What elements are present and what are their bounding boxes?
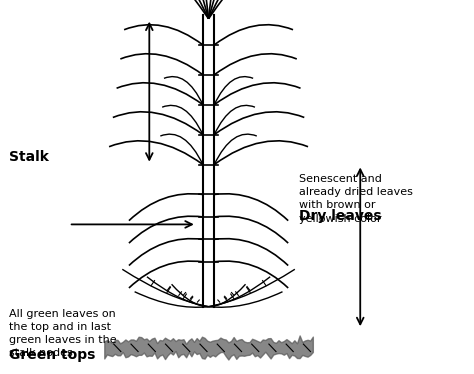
Text: Dry leaves: Dry leaves [299, 209, 381, 223]
Text: Stalk: Stalk [9, 150, 49, 164]
Text: Green tops: Green tops [9, 348, 96, 362]
Text: All green leaves on
the top and in last
green leaves in the
stalk nodes: All green leaves on the top and in last … [9, 309, 117, 358]
Text: Senescent and
already dried leaves
with brown or
yellowish color: Senescent and already dried leaves with … [299, 174, 412, 224]
